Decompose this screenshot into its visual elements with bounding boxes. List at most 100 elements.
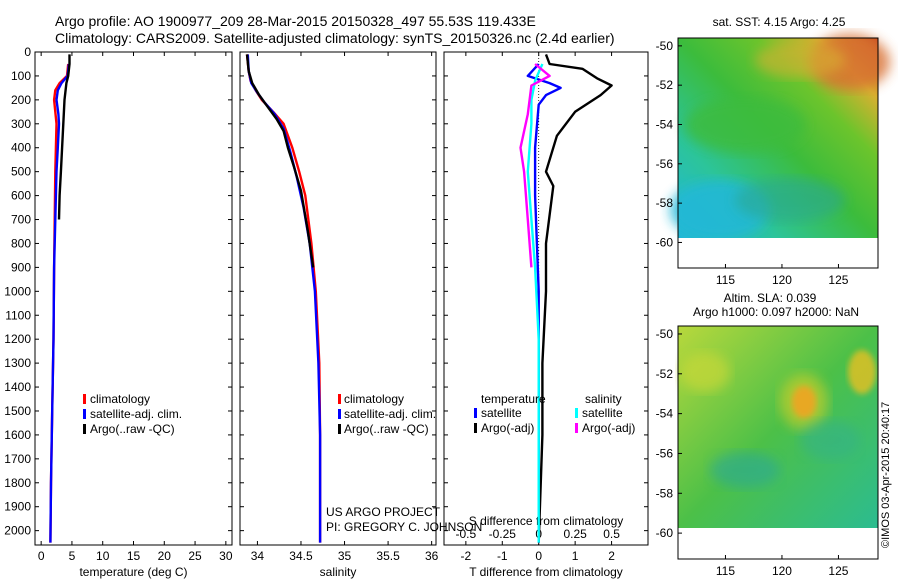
y-tick-label: 400 xyxy=(11,141,31,155)
map-y-tick-label: -58 xyxy=(656,486,674,500)
series-line-3 xyxy=(519,63,551,268)
map-y-tick-label: -58 xyxy=(656,196,674,210)
sst-map-frame xyxy=(677,37,879,269)
x2-tick-label: 0.25 xyxy=(563,527,587,541)
sla-map-title-line1: Altim. SLA: 0.039 xyxy=(724,291,817,305)
legend-label-t-satellite: satellite xyxy=(481,406,522,420)
project-annotation-line1: US ARGO PROJECT xyxy=(326,505,441,519)
legend-label-satellite: satellite-adj. clim. xyxy=(344,407,436,421)
legend-swatch-t-satellite xyxy=(474,408,477,418)
y-tick-label: 1400 xyxy=(4,380,31,394)
y-tick-label: 1900 xyxy=(4,500,31,514)
x-tick-label: 34 xyxy=(251,549,265,563)
sla-low-patch-2 xyxy=(800,420,860,460)
y-tick-label: 1500 xyxy=(4,404,31,418)
sst-green-band xyxy=(685,97,805,153)
series-line-2 xyxy=(245,54,315,268)
map-y-tick-label: -60 xyxy=(656,526,674,540)
legend-label-satellite: satellite-adj. clim. xyxy=(90,407,182,421)
y-tick-label: 1000 xyxy=(4,284,31,298)
x-tick-label: 0 xyxy=(38,549,45,563)
x-tick-label: 30 xyxy=(219,549,233,563)
sla-west-high xyxy=(680,352,730,392)
series-line-2 xyxy=(57,54,71,220)
sst-map: sat. SST: 4.15 Argo: 4.25 115 120 125 -50 -5… xyxy=(656,15,890,287)
x-tick-label: 35.5 xyxy=(376,549,400,563)
y-tick-label: 900 xyxy=(11,260,31,274)
map-y-tick-label: -56 xyxy=(656,157,674,171)
x2-tick-label: -0.5 xyxy=(456,527,477,541)
legend-label-argo: Argo(..raw -QC) xyxy=(90,422,175,436)
project-annotation-line2: PI: GREGORY C. JOHNSON xyxy=(326,520,482,534)
legend-swatch-satellite xyxy=(83,409,86,419)
legend-swatch-climatology xyxy=(83,394,86,404)
sst-teal-patch xyxy=(735,178,845,222)
y-tick-label: 1600 xyxy=(4,428,31,442)
legend-swatch-satellite xyxy=(338,409,341,419)
legend-swatch-t-argo xyxy=(474,423,477,433)
imos-credit: ©IMOS 03-Apr-2015 20:40:17 xyxy=(880,402,892,548)
y-tick-label: 1200 xyxy=(4,332,31,346)
sla-map-frame xyxy=(677,325,879,560)
difference-profile-plot: -2 -1 0 1 2 T difference from climatology S di… xyxy=(443,51,649,579)
sst-nodata-band xyxy=(678,238,878,268)
legend-swatch-s-satellite xyxy=(575,408,578,418)
map-x-tick-label: 120 xyxy=(772,273,792,287)
legend-swatch-s-argo xyxy=(575,423,578,433)
plot-frame xyxy=(34,51,233,546)
x2-tick-label: 0.5 xyxy=(603,527,620,541)
map-x-tick-label: 115 xyxy=(716,273,735,287)
x-tick-label: 25 xyxy=(188,549,202,563)
map-x-tick-label: 125 xyxy=(828,273,848,287)
map-y-tick-label: -50 xyxy=(656,327,674,341)
sla-low-patch xyxy=(710,452,780,488)
x2-axis-label: S difference from climatology xyxy=(469,514,624,528)
sla-map-title-line2: Argo h1000: 0.097 h2000: NaN xyxy=(693,305,859,319)
sst-map-title: sat. SST: 4.15 Argo: 4.25 xyxy=(713,15,846,29)
sla-east-high xyxy=(848,350,876,394)
map-y-tick-label: -52 xyxy=(656,367,674,381)
legend-label-argo: Argo(..raw -QC) xyxy=(344,422,429,436)
legend-header-salinity: salinity xyxy=(585,392,622,406)
map-x-tick-label: 125 xyxy=(828,564,848,578)
x-tick-label: 0 xyxy=(535,549,542,563)
x-axis-label: salinity xyxy=(320,565,357,579)
series-line-1 xyxy=(537,53,613,543)
legend-swatch-climatology xyxy=(338,394,341,404)
y-tick-label: 1800 xyxy=(4,476,31,490)
x-tick-label: 34.5 xyxy=(289,549,313,563)
salinity-legend: climatology satellite-adj. clim. Argo(..… xyxy=(338,392,436,436)
x-tick-label: 5 xyxy=(69,549,76,563)
series-line-2 xyxy=(526,63,544,543)
x-tick-label: 35 xyxy=(338,549,352,563)
legend-label-climatology: climatology xyxy=(344,392,404,406)
x-tick-label: 36 xyxy=(425,549,439,563)
y-tick-label: 2000 xyxy=(4,524,31,538)
sla-high-halo xyxy=(780,374,828,430)
x-tick-label: 1 xyxy=(572,549,579,563)
map-y-tick-label: -50 xyxy=(656,39,674,53)
sst-field xyxy=(670,34,890,268)
legend-label-s-satellite: satellite xyxy=(582,406,623,420)
x-tick-label: 10 xyxy=(96,549,110,563)
legend-label-s-argo: Argo(-adj) xyxy=(582,421,635,435)
y-tick-label: 1100 xyxy=(5,308,31,322)
map-y-tick-label: -60 xyxy=(656,235,674,249)
sla-map: Altim. SLA: 0.039 Argo h1000: 0.097 h200… xyxy=(656,291,879,578)
difference-legend: temperature salinity satellite Argo(-adj… xyxy=(474,392,635,435)
legend-label-climatology: climatology xyxy=(90,392,150,406)
x-tick-label: 15 xyxy=(127,549,141,563)
legend-label-t-argo: Argo(-adj) xyxy=(481,421,534,435)
y-tick-label: 100 xyxy=(11,69,31,83)
sla-map-axes: 115 120 125 -50 -52 -54 -56 -58 -60 xyxy=(656,327,849,578)
figure-title-line2: Climatology: CARS2009. Satellite-adjuste… xyxy=(55,30,615,46)
y-tick-label: 300 xyxy=(11,117,31,131)
map-y-tick-label: -56 xyxy=(656,446,674,460)
legend-header-temperature: temperature xyxy=(481,392,546,406)
y-tick-label: 1700 xyxy=(4,452,31,466)
sla-nodata-band xyxy=(678,528,878,559)
y-tick-label: 1300 xyxy=(4,356,31,370)
sla-field xyxy=(678,326,878,559)
y-tick-label: 800 xyxy=(11,236,31,250)
x2-tick-label: -0.25 xyxy=(489,527,517,541)
